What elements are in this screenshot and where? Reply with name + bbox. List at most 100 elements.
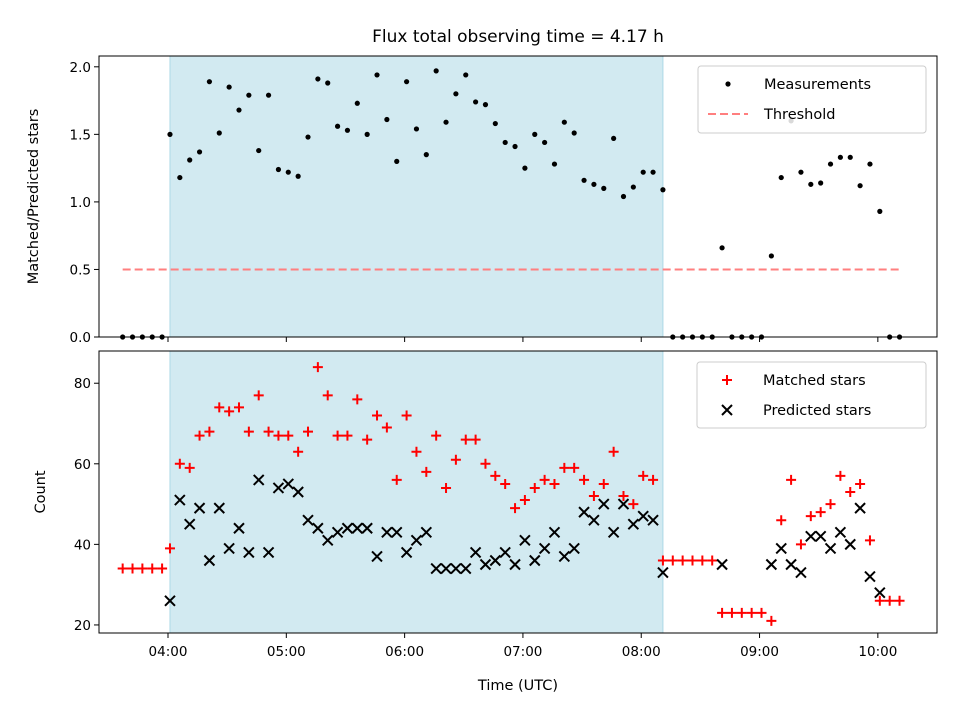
data-point — [874, 595, 885, 606]
data-point — [847, 154, 853, 160]
data-point — [371, 550, 383, 563]
data-point — [638, 470, 649, 481]
data-point — [460, 562, 472, 575]
data-point — [719, 245, 725, 251]
data-point — [768, 253, 774, 259]
data-point — [273, 430, 284, 441]
data-point — [275, 166, 282, 173]
data-point — [364, 131, 370, 137]
data-point — [630, 184, 636, 190]
data-point — [532, 131, 538, 137]
data-point — [263, 426, 274, 437]
x-tick-label: 04:00 — [149, 644, 188, 660]
data-point — [315, 76, 321, 82]
data-point — [529, 554, 541, 567]
data-point — [482, 102, 489, 108]
data-point — [522, 165, 528, 171]
data-point — [617, 498, 630, 510]
y-tick-label: 0.0 — [70, 330, 91, 346]
data-point — [855, 478, 866, 489]
data-point — [519, 495, 530, 506]
data-point — [196, 149, 203, 155]
data-point — [509, 558, 521, 571]
y-tick-label: 20 — [74, 618, 91, 634]
data-point — [808, 181, 814, 187]
data-point — [423, 152, 429, 158]
data-point — [588, 491, 599, 502]
data-point — [441, 482, 452, 493]
data-point — [470, 434, 481, 445]
y-axis-label: Matched/Predicted stars — [26, 109, 42, 285]
data-point — [410, 534, 423, 547]
data-point — [183, 518, 196, 530]
data-point — [352, 394, 363, 405]
series-predicted-stars — [164, 474, 886, 607]
data-point — [203, 554, 216, 567]
data-point — [578, 506, 590, 518]
data-point — [798, 169, 804, 175]
data-point — [551, 161, 558, 167]
data-point — [559, 462, 570, 473]
data-point — [243, 546, 255, 559]
data-point — [293, 446, 304, 457]
legend-marker — [725, 81, 731, 87]
data-point — [746, 607, 757, 618]
x-tick-label: 07:00 — [503, 644, 542, 660]
data-point — [874, 587, 886, 599]
data-point — [236, 107, 242, 113]
data-point — [805, 530, 817, 543]
data-point — [272, 482, 285, 494]
data-point — [786, 474, 797, 485]
data-point — [331, 526, 344, 538]
data-point — [637, 510, 649, 522]
data-point — [766, 615, 777, 626]
data-point — [187, 157, 193, 163]
data-point — [548, 526, 561, 538]
legend-label: Measurements — [764, 77, 871, 93]
data-point — [776, 515, 787, 526]
axes-frame — [98, 55, 938, 338]
chart-title: Flux total observing time = 4.17 h — [372, 27, 664, 47]
data-point — [117, 563, 128, 574]
data-point — [598, 478, 609, 489]
data-point — [529, 482, 540, 493]
data-point — [765, 558, 778, 571]
data-point — [499, 546, 511, 559]
data-point — [164, 595, 176, 607]
data-point — [312, 362, 323, 373]
data-point — [756, 607, 767, 618]
x-tick-label: 08:00 — [622, 644, 661, 660]
data-point — [206, 79, 213, 85]
data-point — [223, 542, 235, 555]
data-point — [601, 185, 607, 191]
data-point — [285, 169, 291, 175]
data-point — [845, 487, 856, 497]
data-point — [736, 607, 747, 618]
data-point — [433, 68, 439, 74]
data-point — [167, 131, 173, 137]
data-point — [894, 595, 905, 606]
x-tick-label: 09:00 — [740, 644, 779, 660]
data-point — [177, 174, 183, 181]
data-point — [877, 208, 883, 214]
data-point — [647, 514, 659, 526]
data-point — [775, 542, 787, 555]
data-point — [857, 183, 863, 189]
data-point — [394, 158, 400, 164]
data-point — [322, 534, 334, 547]
data-point — [243, 426, 254, 437]
data-point — [194, 430, 205, 441]
data-point — [854, 502, 866, 514]
data-point — [687, 555, 698, 566]
data-point — [246, 92, 252, 98]
data-point — [374, 72, 380, 78]
data-point — [581, 177, 587, 183]
y-tick-label: 2.0 — [70, 60, 91, 76]
data-point — [292, 486, 304, 498]
data-point — [342, 430, 353, 441]
data-point — [213, 502, 225, 514]
data-point — [193, 502, 206, 514]
data-point — [332, 430, 343, 441]
data-point — [421, 466, 432, 477]
data-point — [489, 554, 502, 567]
